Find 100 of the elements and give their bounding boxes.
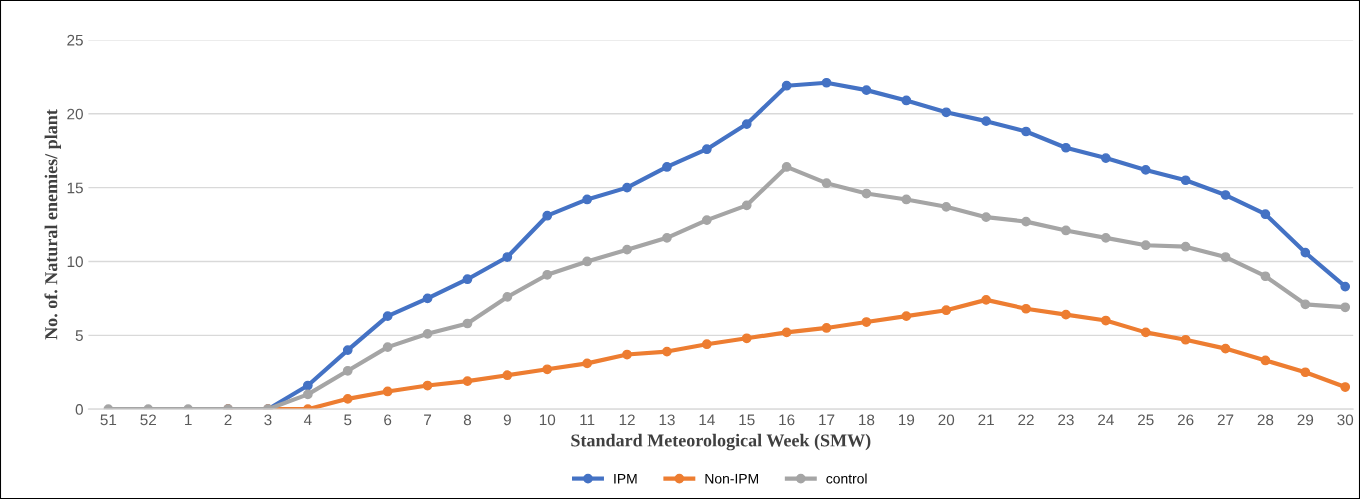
x-tick-label: 24	[1098, 414, 1114, 426]
point	[622, 182, 632, 193]
x-tick-label: 4	[303, 414, 312, 426]
x-tick-label: 25	[1138, 414, 1154, 426]
x-tick-label: 5	[344, 414, 352, 426]
y-tick-label: 5	[75, 330, 83, 342]
point	[1260, 209, 1271, 220]
x-tick-label: 10	[539, 414, 556, 426]
point	[1100, 153, 1111, 163]
point	[542, 364, 553, 375]
point	[382, 342, 393, 353]
x-tick-label: 14	[699, 414, 715, 426]
point	[1260, 271, 1271, 282]
point	[582, 194, 592, 205]
point	[1340, 382, 1351, 392]
point	[861, 188, 872, 199]
point	[781, 327, 792, 338]
point	[781, 80, 792, 91]
point	[1180, 334, 1191, 345]
point	[502, 292, 513, 302]
x-tick-label: 28	[1257, 414, 1274, 426]
x-tick-label: 1	[185, 414, 192, 426]
x-tick-label: 15	[739, 414, 755, 426]
point	[502, 252, 513, 262]
point	[1340, 302, 1351, 313]
x-axis-title: Standard Meteorological Week (SMW)	[571, 433, 871, 451]
point	[622, 349, 632, 360]
y-tick-label: 20	[67, 108, 83, 120]
point	[1220, 343, 1231, 354]
x-tick-label: 51	[100, 414, 117, 426]
point	[1100, 315, 1111, 326]
point	[821, 323, 832, 333]
point	[1140, 240, 1151, 251]
point	[941, 201, 952, 212]
x-tick-label: 20	[938, 414, 955, 426]
point	[342, 393, 353, 404]
point	[781, 162, 792, 172]
point	[662, 232, 672, 243]
x-tick-label: 8	[463, 414, 472, 426]
x-tick-label: 22	[1018, 414, 1034, 426]
point	[1180, 241, 1191, 252]
legend-label: Non-IPM	[705, 473, 759, 484]
point	[1220, 190, 1231, 200]
legend-label: IPM	[614, 473, 637, 484]
point	[502, 370, 513, 381]
point	[462, 274, 473, 285]
point	[1300, 367, 1311, 378]
point	[302, 380, 313, 391]
x-tick-label: 30	[1337, 414, 1354, 426]
y-axis-title: No. of. Natural enemies/ plant	[44, 109, 61, 340]
point	[861, 85, 872, 96]
point	[701, 144, 712, 155]
point	[382, 311, 393, 321]
point	[741, 200, 752, 211]
point	[1021, 216, 1031, 227]
point	[861, 317, 872, 327]
x-tick-label: 16	[779, 414, 795, 426]
point	[1260, 355, 1271, 366]
x-tick-label: 7	[424, 414, 432, 426]
point	[342, 345, 353, 355]
point	[1300, 299, 1311, 310]
point	[582, 358, 592, 369]
point	[1061, 225, 1071, 236]
point	[981, 295, 991, 305]
point	[901, 194, 912, 205]
x-tick-label: 9	[503, 414, 511, 426]
point	[622, 244, 632, 255]
y-tick-label: 0	[75, 404, 83, 415]
point	[981, 212, 991, 223]
point	[342, 365, 353, 376]
point	[542, 210, 553, 221]
point	[1340, 281, 1351, 292]
point	[462, 376, 473, 386]
x-tick-label: 19	[899, 414, 915, 426]
y-tick-label: 25	[67, 34, 83, 46]
x-tick-label: 17	[819, 414, 835, 426]
point	[701, 339, 712, 350]
point	[1140, 327, 1151, 338]
x-tick-label: 13	[659, 414, 675, 426]
point	[382, 386, 393, 397]
point	[901, 311, 912, 321]
point	[422, 380, 433, 391]
point	[302, 389, 313, 400]
y-tick-label: 10	[67, 256, 83, 268]
x-tick-label: 29	[1297, 414, 1314, 426]
legend-label: control	[826, 473, 867, 484]
x-tick-label: 12	[619, 414, 635, 426]
x-tick-label: 27	[1217, 414, 1234, 426]
point	[741, 333, 752, 344]
point	[1021, 126, 1031, 137]
point	[662, 162, 672, 172]
point	[582, 256, 592, 267]
x-tick-label: 23	[1058, 414, 1074, 426]
point	[662, 346, 672, 357]
x-tick-label: 3	[264, 414, 272, 426]
point	[1300, 247, 1311, 258]
point	[741, 119, 752, 129]
point	[1100, 232, 1111, 243]
x-tick-label: 6	[384, 414, 392, 426]
point	[1061, 142, 1071, 153]
